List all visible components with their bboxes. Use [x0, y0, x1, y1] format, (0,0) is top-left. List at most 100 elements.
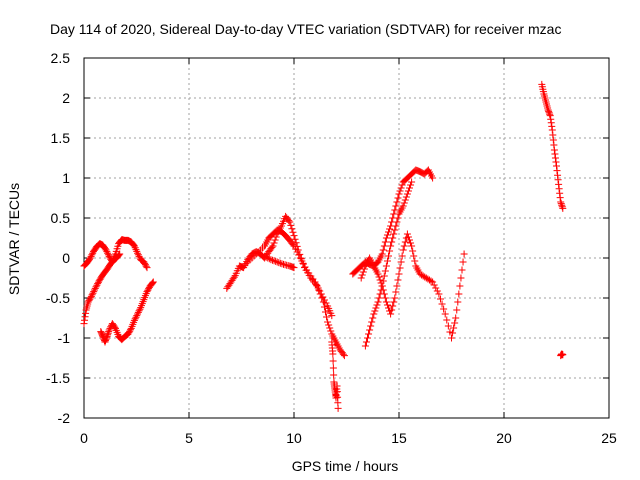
axes	[83, 57, 610, 419]
data-point	[443, 316, 451, 324]
data-point	[326, 324, 334, 332]
data-point	[270, 239, 278, 247]
data-point	[126, 326, 134, 334]
data-point	[404, 233, 412, 241]
data-point	[406, 184, 413, 192]
data-point	[288, 225, 296, 233]
data-point	[547, 119, 555, 127]
data-point	[320, 303, 328, 311]
data-point	[365, 330, 373, 338]
data-point	[340, 352, 348, 360]
data-point	[546, 110, 554, 118]
data-point	[548, 126, 556, 134]
data-point	[396, 264, 404, 272]
data-point	[457, 274, 465, 282]
data-point	[402, 193, 410, 201]
data-point	[394, 276, 402, 284]
data-point	[386, 225, 394, 233]
data-point	[430, 281, 438, 289]
data-point	[368, 318, 376, 326]
data-point	[358, 271, 366, 279]
data-point	[386, 247, 394, 255]
data-point	[334, 404, 342, 412]
series-arc-3a	[349, 166, 437, 278]
data-point	[393, 198, 401, 206]
data-point	[549, 131, 557, 139]
data-point	[111, 323, 119, 331]
data-point	[86, 254, 94, 262]
data-point	[403, 190, 411, 198]
y-tick-label: -2	[58, 410, 71, 426]
data-point	[289, 228, 297, 236]
data-point	[441, 310, 449, 318]
data-point	[134, 308, 142, 316]
data-point	[395, 270, 403, 278]
data-point	[134, 310, 142, 318]
data-point	[293, 248, 301, 256]
data-point	[389, 302, 397, 310]
series-arc-5	[557, 350, 567, 360]
data-point	[278, 260, 286, 268]
data-point	[378, 250, 386, 258]
data-point	[429, 278, 437, 286]
data-point	[392, 222, 400, 230]
data-point	[88, 251, 96, 259]
data-point	[130, 242, 138, 250]
data-point	[391, 294, 399, 302]
data-point	[322, 308, 329, 316]
data-point	[427, 277, 435, 285]
data-point	[383, 301, 391, 309]
data-point	[230, 273, 238, 281]
data-point	[381, 238, 389, 246]
x-tick-label: 10	[286, 430, 302, 446]
data-point	[328, 312, 336, 320]
data-point	[287, 221, 295, 229]
data-point	[410, 252, 418, 260]
data-point	[273, 258, 281, 266]
data-point	[399, 202, 407, 210]
data-point	[103, 334, 111, 342]
data-point	[385, 252, 392, 260]
data-point	[390, 230, 398, 238]
data-point	[339, 350, 347, 358]
data-point	[429, 174, 437, 182]
data-point	[547, 115, 555, 123]
data-point	[361, 342, 369, 350]
data-point	[383, 257, 391, 265]
data-point	[448, 334, 455, 342]
data-point	[398, 181, 406, 189]
data-point	[546, 112, 554, 120]
data-point	[374, 298, 382, 306]
data-point	[397, 184, 405, 192]
data-point	[102, 246, 110, 254]
data-point	[92, 283, 100, 291]
data-point	[550, 141, 558, 149]
data-point	[286, 218, 294, 226]
data-point	[104, 329, 112, 337]
data-point	[438, 300, 446, 308]
data-point	[272, 257, 280, 265]
y-tick-label: 1.5	[51, 130, 71, 146]
data-point	[382, 298, 390, 306]
series-arc-1b	[80, 250, 124, 328]
data-point	[133, 312, 141, 320]
data-point	[268, 256, 276, 264]
data-point	[408, 178, 416, 186]
data-point	[289, 241, 297, 249]
data-point	[432, 284, 440, 292]
data-point	[329, 357, 337, 365]
data-point	[376, 290, 384, 298]
data-point	[392, 202, 400, 210]
data-point	[320, 296, 328, 304]
data-point	[319, 293, 327, 301]
grid-lines	[84, 58, 609, 418]
data-point	[374, 270, 382, 278]
data-point	[292, 245, 300, 253]
data-point	[551, 154, 559, 162]
plot-frame	[83, 57, 610, 419]
data-point	[456, 282, 464, 290]
data-point	[87, 294, 95, 302]
x-tick-label: 20	[496, 430, 512, 446]
data-point	[398, 252, 406, 260]
data-point	[360, 265, 368, 273]
